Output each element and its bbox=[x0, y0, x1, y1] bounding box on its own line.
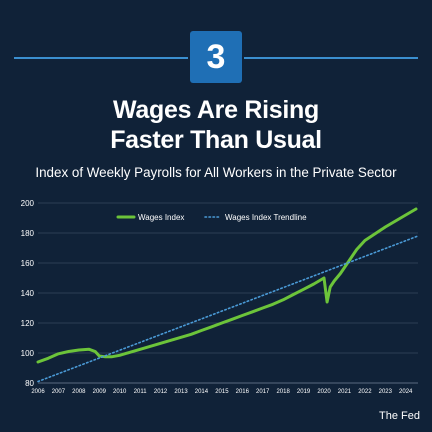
title-line-1: Wages Are Rising bbox=[113, 96, 319, 124]
x-tick-label: 2012 bbox=[154, 389, 168, 395]
x-tick-label: 2010 bbox=[113, 389, 127, 395]
x-tick-label: 2007 bbox=[52, 389, 66, 395]
y-tick-label: 140 bbox=[21, 289, 35, 298]
x-tick-label: 2013 bbox=[174, 389, 188, 395]
x-tick-label: 2019 bbox=[297, 389, 311, 395]
title-line-2: Faster Than Usual bbox=[110, 126, 322, 154]
y-tick-label: 180 bbox=[21, 229, 35, 238]
number-badge: 3 bbox=[190, 31, 242, 83]
legend-label-wages-index: Wages Index bbox=[138, 213, 184, 222]
x-tick-label: 2024 bbox=[399, 389, 413, 395]
x-tick-label: 2014 bbox=[195, 389, 209, 395]
x-tick-label: 2020 bbox=[317, 389, 331, 395]
trendline-series bbox=[37, 235, 419, 383]
y-tick-label: 120 bbox=[21, 319, 35, 328]
page-title: Wages Are Rising Faster Than Usual bbox=[0, 95, 432, 155]
wages-index-series bbox=[36, 207, 418, 364]
y-tick-label: 160 bbox=[21, 259, 35, 268]
chart-subtitle: Index of Weekly Payrolls for All Workers… bbox=[35, 165, 397, 180]
x-tick-label: 2017 bbox=[256, 389, 270, 395]
x-tick-label: 2021 bbox=[338, 389, 352, 395]
y-tick-label: 80 bbox=[25, 379, 34, 388]
y-tick-label: 200 bbox=[21, 199, 35, 208]
x-tick-label: 2016 bbox=[236, 389, 250, 395]
x-tick-label: 2006 bbox=[31, 389, 45, 395]
x-tick-label: 2009 bbox=[93, 389, 107, 395]
x-tick-label: 2023 bbox=[379, 389, 393, 395]
x-tick-label: 2011 bbox=[134, 389, 148, 395]
header-rule-left bbox=[14, 57, 188, 59]
wages-line-chart: 80 100 120 140 160 180 200 2006 2007 2008 2009 2010… bbox=[21, 199, 419, 395]
legend-label-trendline: Wages Index Trendline bbox=[225, 213, 307, 222]
x-tick-label: 2015 bbox=[215, 389, 229, 395]
x-tick-label: 2008 bbox=[72, 389, 86, 395]
y-tick-label: 100 bbox=[21, 349, 35, 358]
source-label: The Fed bbox=[379, 410, 420, 422]
x-tick-label: 2022 bbox=[358, 389, 372, 395]
x-tick-label: 2018 bbox=[276, 389, 290, 395]
header-rule-right bbox=[244, 57, 418, 59]
